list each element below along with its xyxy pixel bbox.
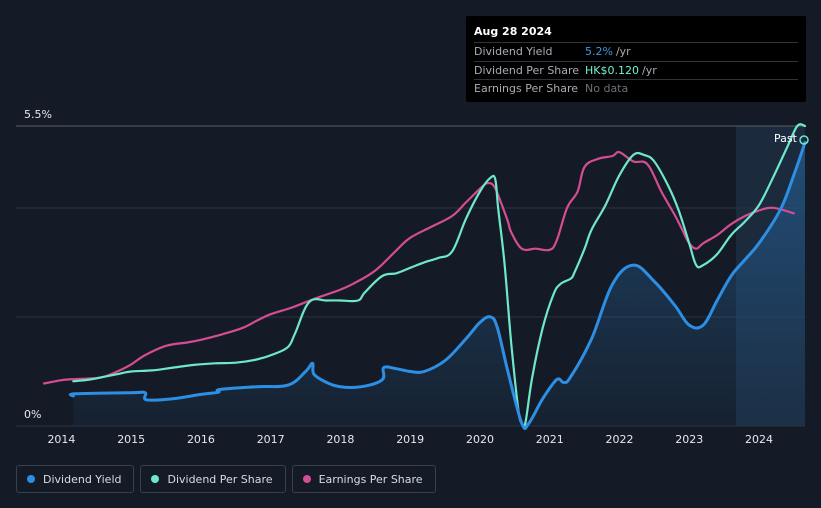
tooltip-unit: /yr (615, 45, 631, 58)
legend-dot-icon (302, 475, 311, 483)
tooltip-value: No data (585, 82, 629, 95)
x-tick-label: 2023 (675, 433, 703, 446)
x-tick-label: 2018 (326, 433, 354, 446)
legend-label: Dividend Per Share (167, 472, 273, 486)
legend-dividend-yield[interactable]: Dividend Yield (16, 465, 135, 493)
legend-dot-icon (151, 475, 160, 483)
yield-area (70, 142, 805, 429)
legend-earnings-per-share[interactable]: Earnings Per Share (291, 465, 436, 493)
x-tick-label: 2017 (257, 433, 285, 446)
dividend-yield-area (70, 142, 805, 429)
tooltip-row-dividend-yield: Dividend Yield 5.2% /yr (474, 42, 798, 61)
tooltip-unit: /yr (641, 63, 657, 77)
legend: Dividend Yield Dividend Per Share Earnin… (16, 465, 436, 493)
x-tick-label: 2015 (117, 433, 145, 446)
x-tick-label: 2019 (396, 433, 424, 446)
x-tick-label: 2021 (536, 433, 564, 446)
earnings-per-share-line (42, 150, 795, 385)
x-tick-label: 2024 (745, 433, 773, 446)
tooltip-label: Dividend Yield (474, 45, 553, 58)
series-lines (42, 123, 807, 431)
tooltip-label: Earnings Per Share (474, 82, 579, 95)
legend-label: Dividend Yield (43, 472, 122, 486)
tooltip-label: Dividend Per Share (474, 63, 580, 77)
dividend-yield-line (68, 140, 807, 431)
x-tick-label: 2020 (466, 433, 494, 446)
dividend-per-share-line (72, 123, 807, 429)
tooltip: Aug 28 2024 Dividend Yield 5.2% /yr Divi… (466, 16, 806, 102)
tooltip-value: 5.2% (585, 45, 613, 58)
x-axis-ticks: 2014 2015 2016 2017 2018 2019 2020 2021 2022 2023… (47, 433, 773, 446)
x-tick-label: 2014 (47, 433, 75, 446)
x-tick-label: 2022 (605, 433, 633, 446)
legend-dot-icon (27, 475, 35, 483)
tooltip-row-earnings-per-share: Earnings Per Share No data (474, 79, 798, 98)
legend-label: Earnings Per Share (318, 472, 423, 486)
tooltip-value: HK$0.120 (585, 63, 639, 77)
past-label: Past (774, 132, 798, 145)
y-tick-bottom: 0% (24, 408, 41, 421)
tooltip-row-dividend-per-share: Dividend Per Share HK$0.120 /yr (474, 60, 798, 80)
x-tick-label: 2016 (187, 433, 215, 446)
legend-dividend-per-share[interactable]: Dividend Per Share (140, 465, 286, 493)
tooltip-date: Aug 28 2024 (474, 25, 552, 38)
end-marker (799, 135, 809, 145)
y-tick-top: 5.5% (24, 108, 52, 121)
